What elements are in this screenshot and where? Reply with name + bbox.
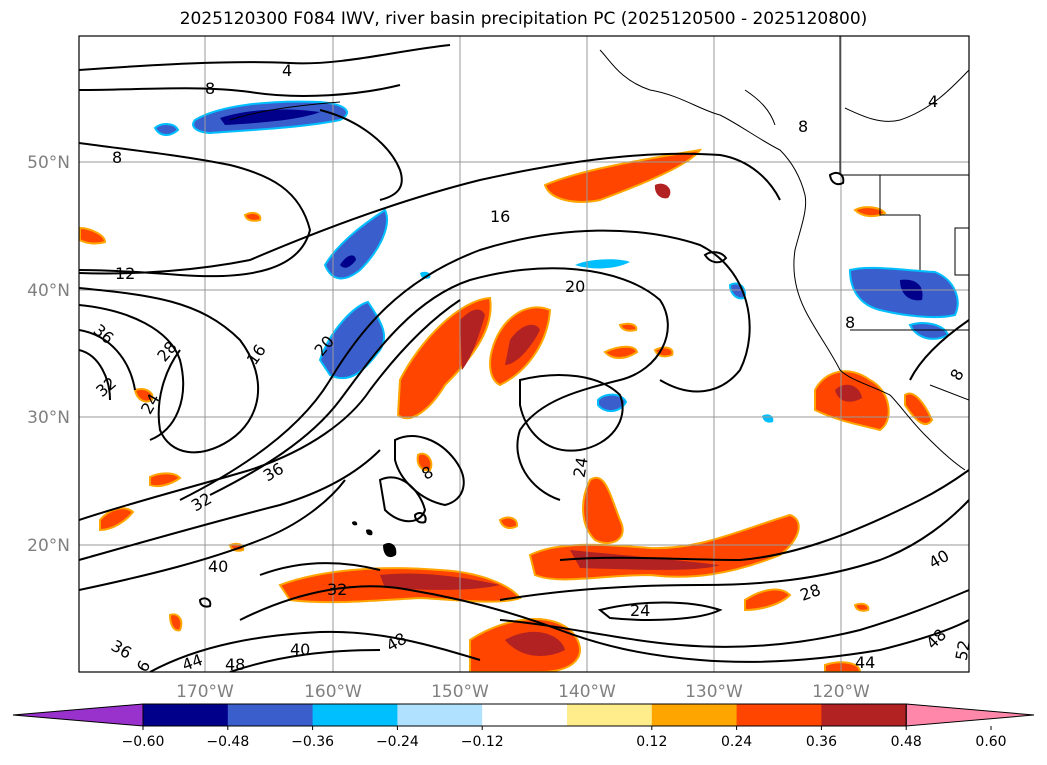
colorbar-swatch xyxy=(651,704,738,726)
contour-label: 12 xyxy=(115,264,135,283)
iwv-contours xyxy=(79,44,969,672)
colorbar-swatch xyxy=(567,704,653,726)
contour-label: 32 xyxy=(327,580,347,599)
colorbar-tick-label: −0.36 xyxy=(291,734,334,750)
colorbar-tick-label: −0.24 xyxy=(376,734,419,750)
colorbar-extend-high xyxy=(905,703,1035,727)
contour-label: 4 xyxy=(282,61,292,80)
contour-label: 8 xyxy=(798,117,808,136)
contour-label: 4 xyxy=(928,92,938,111)
colorbar-tick-label: 0.12 xyxy=(636,734,667,750)
contour-label: 40 xyxy=(208,557,228,576)
colorbar-tick-label: 0.36 xyxy=(806,734,837,750)
lat-label: 30°N xyxy=(27,408,70,428)
contour-label: 48 xyxy=(225,655,245,674)
contour-label: 24 xyxy=(570,456,592,479)
colorbar-tick-label: −0.60 xyxy=(122,734,165,750)
colorbar-swatch xyxy=(312,704,398,726)
lat-label: 50°N xyxy=(27,153,70,173)
contour-label: 24 xyxy=(630,601,650,620)
contour-label: 40 xyxy=(290,640,310,659)
contour-label: 8 xyxy=(112,148,122,167)
longitude-labels: 170°W 160°W 150°W 140°W 130°W 120°W xyxy=(176,682,870,702)
colorbar-tick-label: −0.48 xyxy=(206,734,249,750)
lon-label: 140°W xyxy=(558,682,616,702)
map-plot-area: 4 8 8 8 4 12 16 16 20 20 24 24 28 28 32 … xyxy=(79,36,974,675)
lat-label: 20°N xyxy=(27,536,70,556)
hawaii-islands xyxy=(352,521,397,558)
colorbar-extend-low xyxy=(12,703,144,727)
colorbar-swatch xyxy=(397,704,483,726)
lon-label: 120°W xyxy=(812,682,870,702)
lon-label: 170°W xyxy=(176,682,234,702)
colorbar-tick-label: 0.48 xyxy=(891,734,922,750)
colorbar-tick-label: −0.12 xyxy=(461,734,504,750)
map-title: 2025120300 F084 IWV, river basin precipi… xyxy=(179,9,868,29)
contour-label: 44 xyxy=(180,650,206,675)
map-frame xyxy=(78,35,970,673)
lat-label: 40°N xyxy=(27,281,70,301)
contour-label: 8 xyxy=(205,79,215,98)
contour-label: 52 xyxy=(952,639,974,662)
colorbar-swatch xyxy=(227,704,314,726)
colorbar-swatch xyxy=(736,704,822,726)
colorbar-swatch xyxy=(482,704,568,726)
lon-label: 130°W xyxy=(685,682,743,702)
coastlines xyxy=(229,36,969,471)
colorbar: −0.60 −0.48 −0.36 −0.24 −0.12 0.12 0.24 0.36 0.4… xyxy=(12,703,1035,750)
colorbar-swatch xyxy=(821,704,907,726)
latitude-labels: 50°N 40°N 30°N 20°N xyxy=(27,153,70,556)
positive-precip-shading xyxy=(79,148,934,672)
contour-label: 44 xyxy=(855,653,875,672)
colorbar-tick-label: 0.24 xyxy=(721,734,752,750)
colorbar-swatch xyxy=(143,704,229,726)
contour-label: 16 xyxy=(490,207,510,226)
lon-label: 150°W xyxy=(431,682,489,702)
contour-label: 8 xyxy=(845,313,855,332)
colorbar-outline xyxy=(142,703,907,727)
lon-label: 160°W xyxy=(304,682,362,702)
colorbar-tick-label: 0.60 xyxy=(975,734,1006,750)
contour-label: 20 xyxy=(565,277,585,296)
negative-precip-shading xyxy=(153,100,959,423)
